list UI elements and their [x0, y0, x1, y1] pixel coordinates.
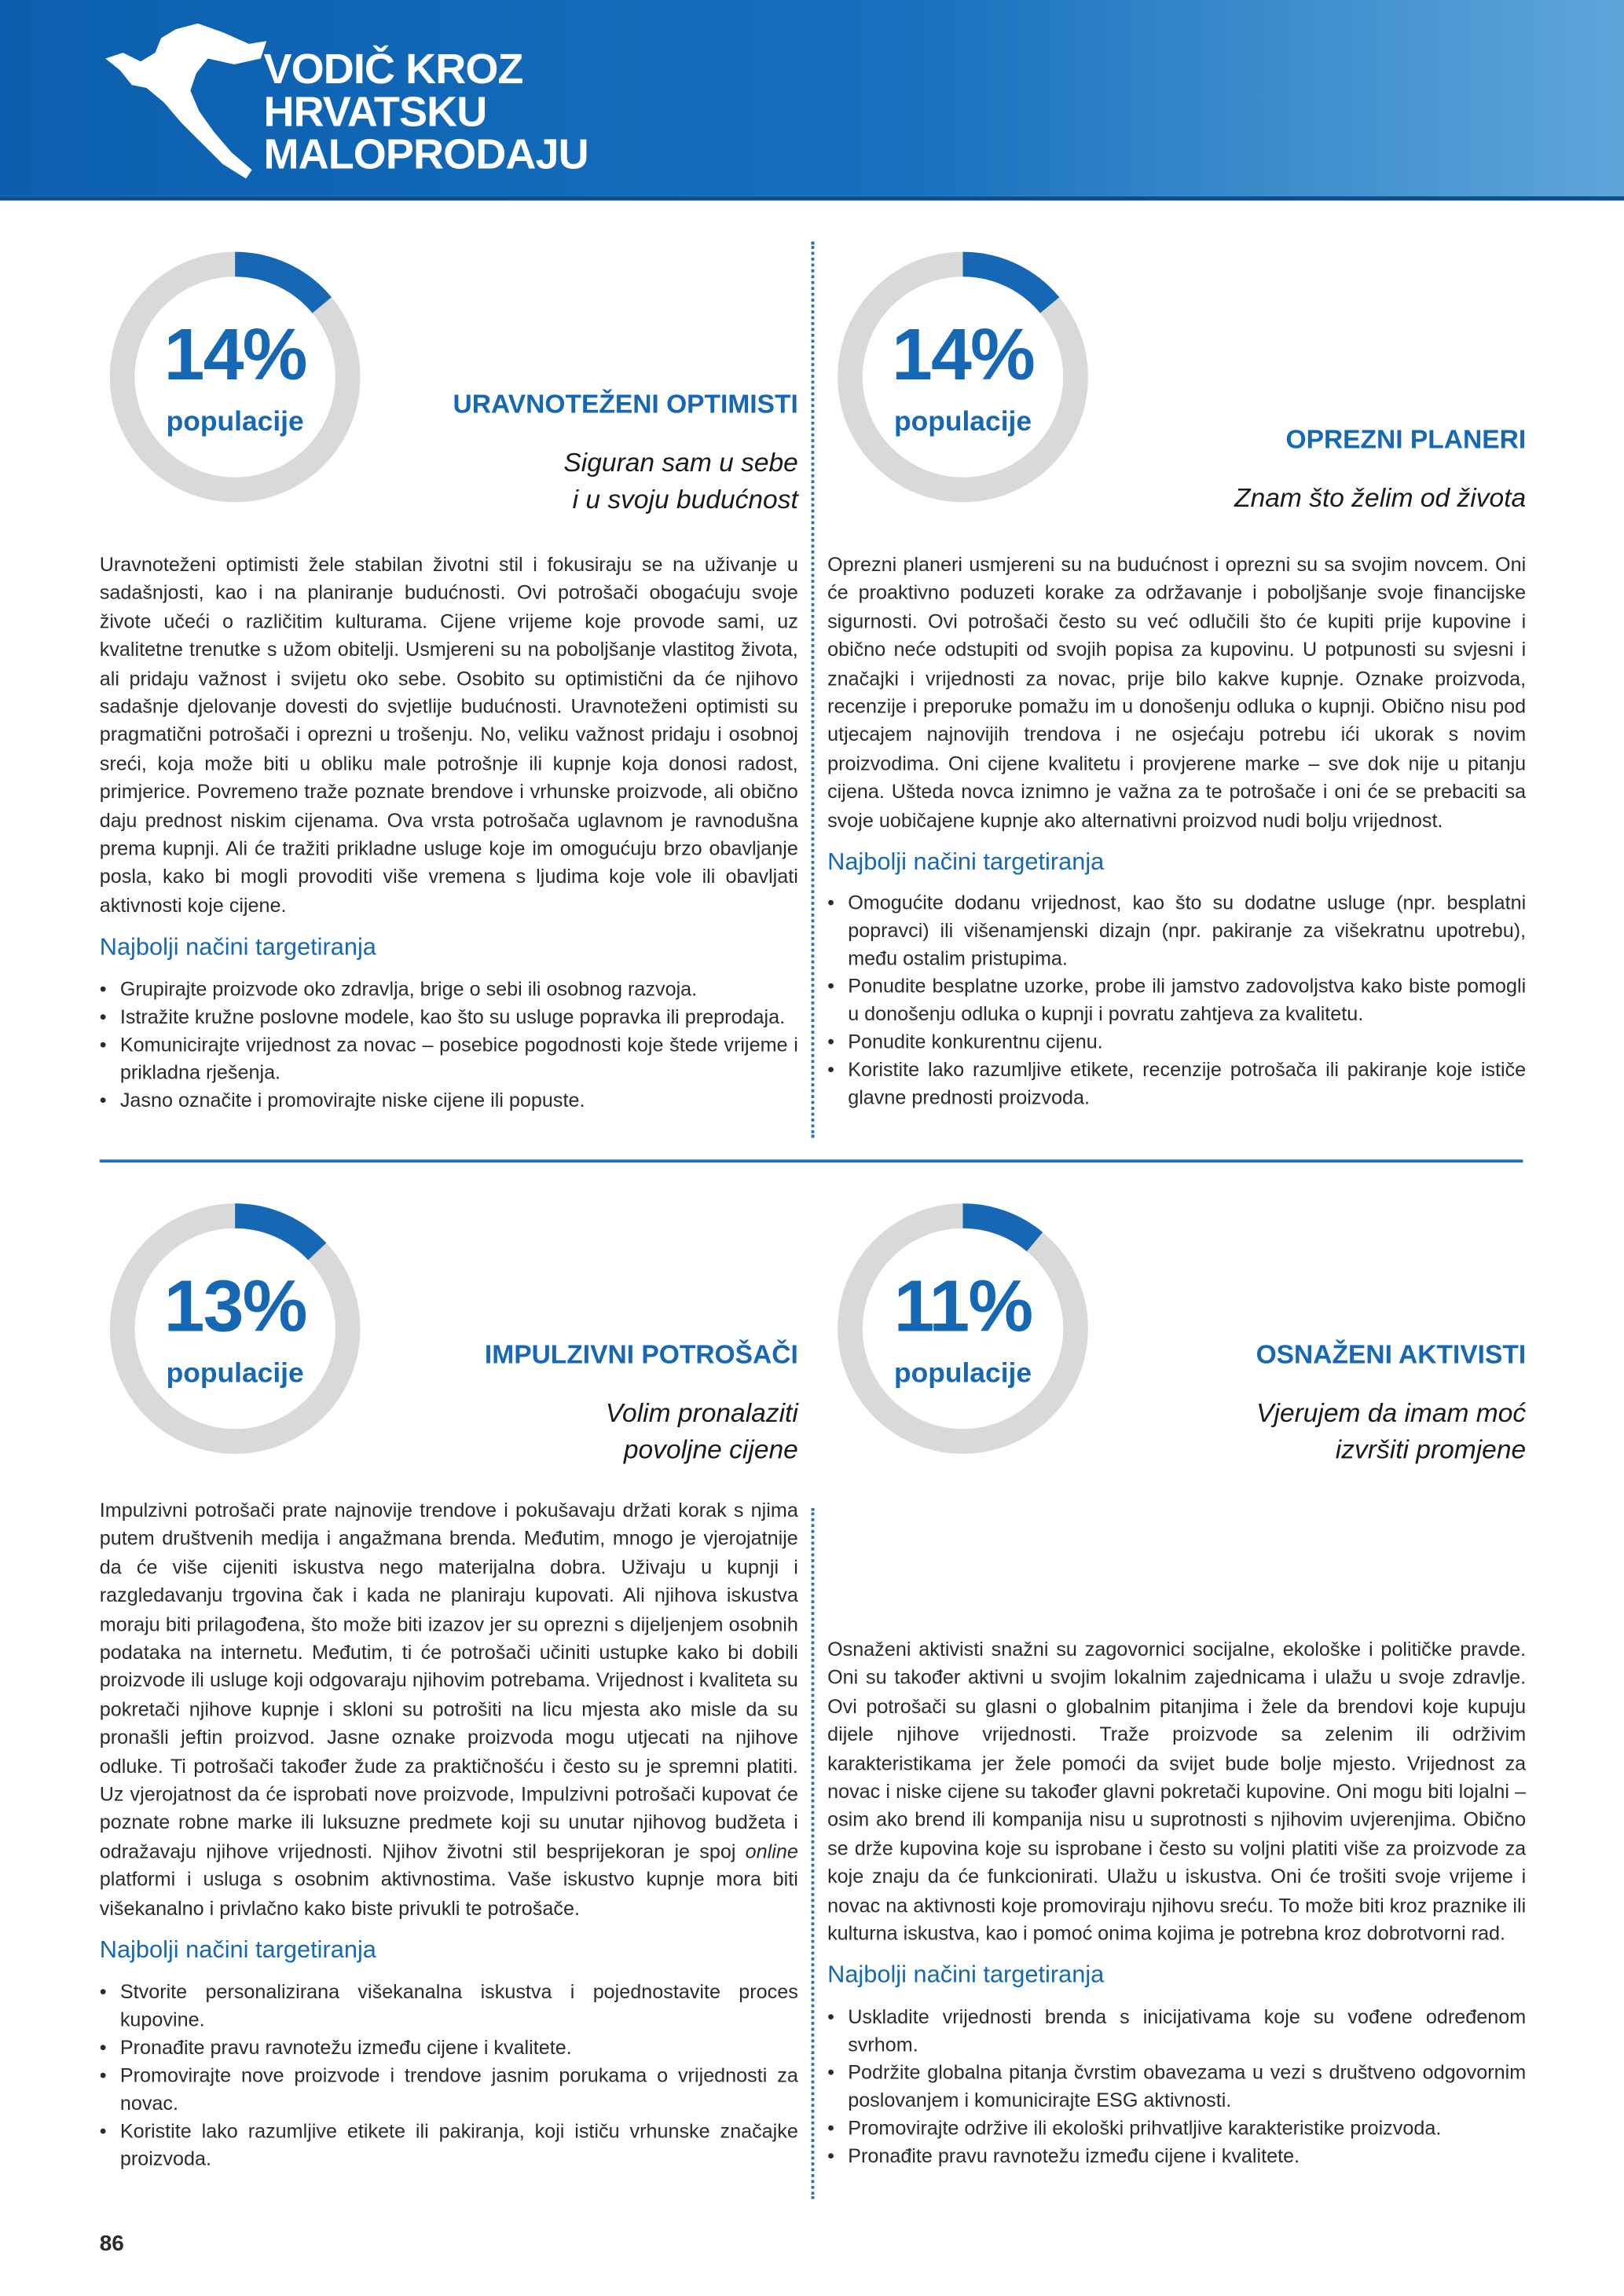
tip: Istražite kružne poslovne modele, kao št… [100, 1002, 798, 1030]
motto: Znam što želim od života [1234, 480, 1526, 517]
share-label: 11% [893, 1265, 1034, 1347]
paragraph: Oprezni planeri usmjereni su na budućnos… [827, 551, 1526, 835]
donut [109, 1203, 361, 1454]
section-body: Uravnoteženi optimisti žele stabilan živ… [100, 551, 798, 1114]
emphasis: online [745, 1840, 798, 1862]
section-body: Oprezni planeri usmjereni su na budućnos… [827, 551, 1526, 1112]
tip: Komunicirajte vrijednost za novac – pose… [100, 1031, 798, 1086]
header-title: VODIČ KROZ HRVATSKU MALOPRODAJU [263, 46, 589, 179]
header-title-line: VODIČ KROZ [263, 46, 524, 94]
header-title-line: HRVATSKU [263, 89, 488, 137]
share-caption: populacije [893, 1358, 1032, 1390]
divider [811, 241, 815, 1138]
share-caption: populacije [893, 407, 1032, 438]
donut [109, 251, 361, 503]
section-title: IMPULZIVNI POTROŠAČI [484, 1339, 798, 1369]
text-run: platformi i usluga s osobnim aktivnostim… [99, 1868, 798, 1919]
tip: Ponudite besplatne uzorke, probe ili jam… [827, 973, 1526, 1029]
share-label: 13% [163, 1265, 308, 1347]
motto-line: izvršiti promjene [1335, 1434, 1527, 1464]
tips-list: Uskladite vrijednosti brenda s inicijati… [827, 2003, 1526, 2170]
separator [99, 1159, 1523, 1163]
text-run: Oprezni planeri usmjereni su na budućnos… [827, 553, 1527, 832]
paragraph: Uravnoteženi optimisti žele stabilan živ… [100, 551, 798, 920]
tips-list: Stvorite personalizirana višekanalna isk… [100, 1977, 798, 2172]
section-body: Osnaženi aktivisti snažni su zagovornici… [827, 1635, 1526, 2170]
text-run: Uravnoteženi optimisti žele stabilan živ… [99, 553, 798, 917]
section-title: URAVNOTEŽENI OPTIMISTI [453, 389, 798, 419]
section-body: Impulzivni potrošači prate najnovije tre… [100, 1496, 798, 2172]
header: VODIČ KROZ HRVATSKU MALOPRODAJU [0, 0, 1624, 201]
tip: Stvorite personalizirana višekanalna isk… [100, 1977, 798, 2033]
motto: Siguran sam u sebe i u svoju budućnost [563, 445, 797, 518]
donut [838, 251, 1088, 503]
section: 13% populacije IMPULZIVNI POTROŠAČI Volim p… [100, 1193, 798, 2169]
motto-line: Znam što želim od života [1234, 483, 1527, 513]
share-caption: populacije [166, 407, 304, 438]
motto-line: Siguran sam u sebe [563, 448, 798, 478]
motto-line: povoljne cijene [623, 1434, 798, 1464]
motto-line: i u svoju budućnost [572, 484, 798, 514]
header-title-line: MALOPRODAJU [263, 131, 589, 179]
tip: Promovirajte nove proizvode i trendove j… [100, 2060, 798, 2116]
share-label: 14% [892, 313, 1036, 396]
map-icon [105, 23, 267, 179]
tips-list: Omogućite dodanu vrijednost, kao što su … [827, 889, 1526, 1111]
paragraph: Impulzivni potrošači prate najnovije tre… [100, 1496, 798, 1923]
tip: Promovirajte održive ili ekološki prihva… [827, 2114, 1526, 2141]
tips-heading: Najbolji načini targetiranja [827, 849, 1105, 876]
tip: Koristite lako razumljive etikete, recen… [827, 1056, 1526, 1112]
tip: Koristite lako razumljive etikete ili pa… [100, 2116, 798, 2172]
motto-line: Volim pronalaziti [605, 1398, 798, 1428]
donut-arc [962, 1203, 1043, 1252]
section-title: OSNAŽENI AKTIVISTI [1256, 1339, 1527, 1369]
tips-list: Grupirajte proizvode oko zdravlja, brige… [100, 975, 798, 1114]
motto-line: Vjerujem da imam moć [1256, 1398, 1527, 1428]
paragraph: Osnaženi aktivisti snažni su zagovornici… [827, 1635, 1526, 1948]
donut-arc [234, 1203, 327, 1261]
share-label: 14% [163, 313, 308, 396]
tip: Pronađite pravu ravnotežu između cijene … [827, 2142, 1526, 2170]
tip: Ponudite konkurentnu cijenu. [827, 1028, 1526, 1056]
section: 14% populacije OPREZNI PLANERI Znam što žel… [827, 242, 1526, 1137]
donut-arc [962, 251, 1060, 313]
tip: Omogućite dodanu vrijednost, kao što su … [827, 889, 1526, 972]
donut-arc [234, 251, 332, 313]
section: 14% populacije URAVNOTEŽENI OPTIMISTI Sigur… [100, 242, 798, 1137]
motto: Volim pronalaziti povoljne cijene [606, 1395, 798, 1468]
map-shape [105, 23, 267, 179]
divider [811, 1507, 815, 2199]
section: 11% populacije OSNAŽENI AKTIVISTI Vjerujem … [827, 1193, 1526, 2221]
page-number: 86 [99, 2231, 124, 2257]
tip: Podržite globalna pitanja čvrstim obavez… [827, 2058, 1526, 2114]
text-run: Osnaženi aktivisti snažni su zagovornici… [827, 1638, 1527, 1945]
tip: Jasno označite i promovirajte niske cije… [100, 1086, 798, 1113]
tip: Pronađite pravu ravnotežu između cijene … [100, 2033, 798, 2060]
tip: Uskladite vrijednosti brenda s inicijati… [827, 2003, 1526, 2059]
tips-heading: Najbolji načini targetiranja [99, 934, 376, 961]
motto: Vjerujem da imam moć izvršiti promjene [1256, 1395, 1526, 1468]
tips-heading: Najbolji načini targetiranja [827, 1962, 1105, 1990]
tip: Grupirajte proizvode oko zdravlja, brige… [100, 975, 798, 1002]
tips-heading: Najbolji načini targetiranja [99, 1937, 376, 1964]
section-title: OPREZNI PLANERI [1285, 424, 1527, 454]
text-run: Impulzivni potrošači prate najnovije tre… [99, 1499, 798, 1862]
donut [838, 1203, 1088, 1454]
share-caption: populacije [166, 1358, 304, 1390]
